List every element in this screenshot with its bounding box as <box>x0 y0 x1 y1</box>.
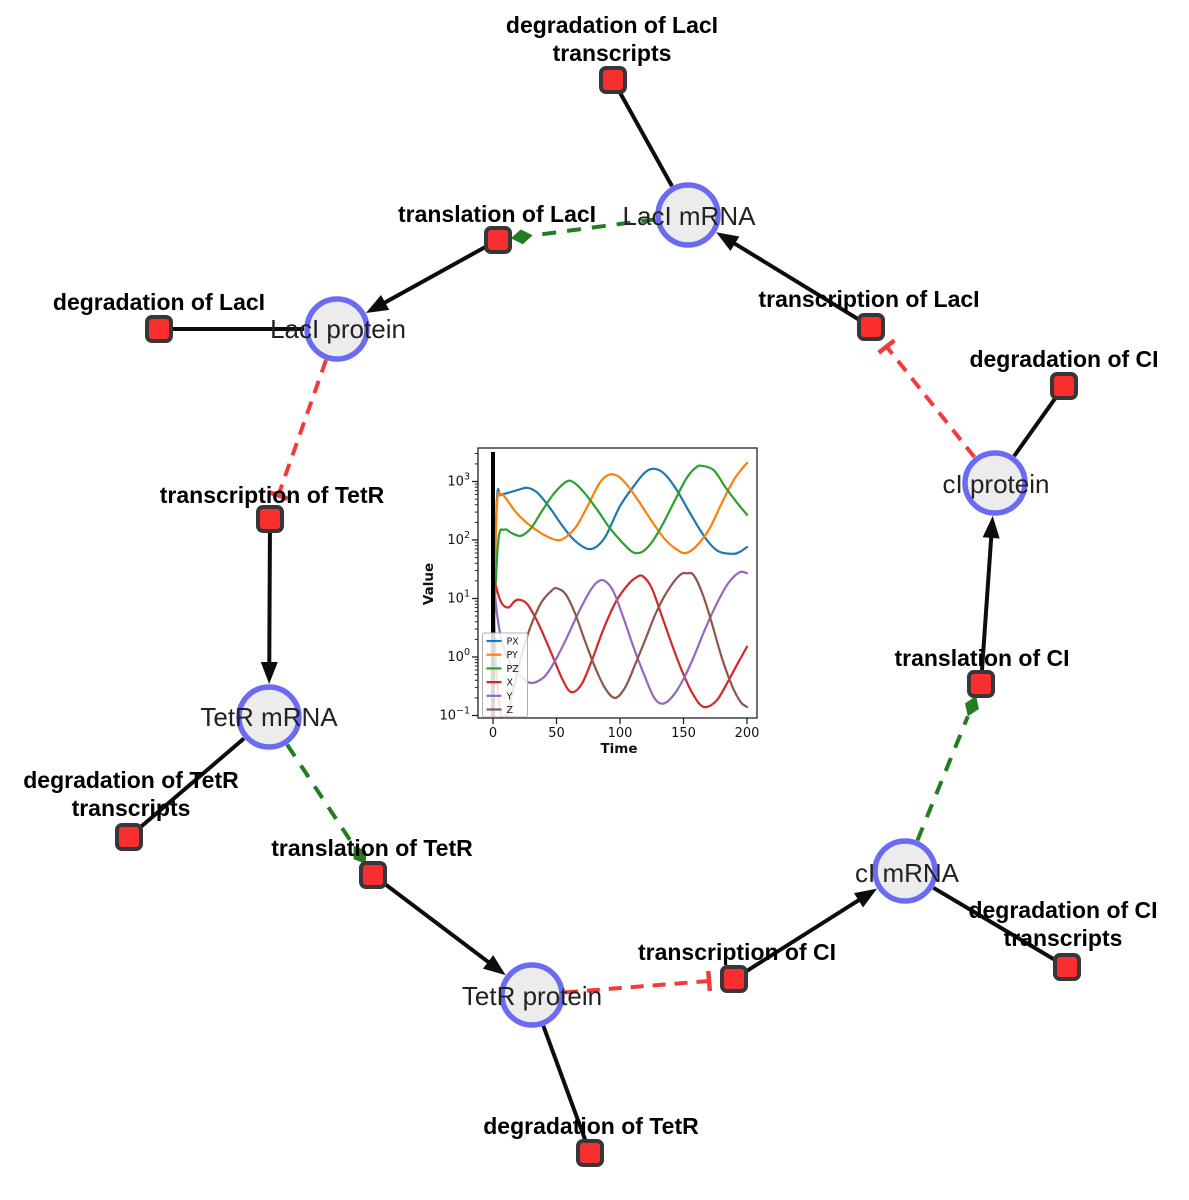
reaction-label-deg_laci: degradation of LacI <box>53 289 265 315</box>
species-label-ci_protein: cI protein <box>943 469 1050 499</box>
edge-product-txn_laci-laci_mrna <box>727 237 861 322</box>
series-line-PX <box>491 467 749 648</box>
edge-modifier-laci_mrna-transl_laci <box>532 217 656 238</box>
reaction-label-transl_laci: translation of LacI <box>398 201 596 227</box>
legend-label-Z: Z <box>507 705 514 716</box>
species-node-laci_protein[interactable] <box>304 296 370 362</box>
edge-product-transl_tetr-tetr_protein-arrowhead <box>482 955 506 976</box>
chart-legend: PX PY PZ XYZ <box>482 632 528 718</box>
reaction-label-transl_tetr: translation of TetR <box>271 835 473 861</box>
y-tick-label: 101 <box>447 589 470 607</box>
series-line-PZ <box>491 464 749 648</box>
species-node-tetr_protein[interactable] <box>499 962 565 1028</box>
edges-layer <box>138 91 1058 1141</box>
reaction-label-deg_tetr: degradation of TetR <box>483 1113 699 1139</box>
edge-product-txn_ci-ci_mrna <box>744 894 867 974</box>
reaction-node-deg_ci[interactable] <box>1050 372 1078 400</box>
nodes-layer <box>115 66 1081 1167</box>
reaction-node-txn_tetr[interactable] <box>256 505 284 533</box>
reaction-label-txn_tetr: transcription of TetR <box>160 482 385 508</box>
reaction-node-transl_ci[interactable] <box>967 670 995 698</box>
edge-inhibition-laci_protein-txn_tetr <box>276 359 328 497</box>
edge-inhibition-tetr_protein-txn_ci <box>564 978 710 995</box>
edge-inhibition-ci_protein-txn_laci-tee <box>877 338 896 355</box>
reaction-node-transl_laci[interactable] <box>484 226 512 254</box>
edge-product-transl_ci-ci_protein <box>979 529 994 671</box>
species-node-ci_protein[interactable] <box>962 450 1028 516</box>
reaction-label-transl_ci: translation of CI <box>894 645 1069 671</box>
edge-product-transl_ci-ci_protein-arrowhead <box>982 515 1000 539</box>
reaction-node-deg_laci[interactable] <box>145 315 173 343</box>
reaction-node-txn_ci[interactable] <box>720 965 748 993</box>
reaction-node-txn_laci[interactable] <box>857 313 885 341</box>
edge-product-txn_laci-laci_mrna-arrowhead <box>716 232 740 251</box>
x-tick-label: 0 <box>489 726 497 741</box>
species-node-laci_mrna[interactable] <box>655 182 721 248</box>
y-tick-label: 102 <box>447 530 470 548</box>
edge-product-txn_ci-ci_mrna-arrowhead <box>853 888 878 908</box>
species-label-laci_mrna: LacI mRNA <box>623 201 757 231</box>
edge-modifier-tetr_mrna-transl_tetr-diamond <box>353 845 367 865</box>
edge-modifier-ci_mrna-transl_ci-diamond <box>965 696 979 717</box>
y-tick-label: 10−1 <box>439 706 470 724</box>
edge-modifier-laci_mrna-transl_laci-diamond <box>510 229 533 245</box>
labels-layer: degradation of LacI transcripts translatio… <box>23 12 1158 1139</box>
legend-label-PZ: PZ <box>507 664 520 675</box>
y-axis-label: Value <box>421 563 437 605</box>
reaction-node-deg_tetr[interactable] <box>576 1139 604 1167</box>
edge-product-txn_tetr-tetr_mrna <box>267 532 272 671</box>
edge-reactant-tetr_mrna-deg_tetr_tx <box>138 736 246 830</box>
edge-reactant-ci_mrna-deg_ci_tx <box>932 886 1056 962</box>
reaction-label-deg_ci_tx: degradation of CI transcripts <box>968 897 1157 951</box>
species-label-tetr_mrna: TetR mRNA <box>200 702 338 732</box>
edge-reactant-ci_protein-deg_ci <box>1012 396 1058 458</box>
legend-box <box>482 632 528 718</box>
reaction-node-deg_tetr_tx[interactable] <box>115 823 143 851</box>
reaction-node-transl_tetr[interactable] <box>359 861 387 889</box>
edge-product-txn_tetr-tetr_mrna-arrowhead <box>260 661 278 685</box>
legend-label-Y: Y <box>506 691 513 702</box>
series-line-X <box>491 574 749 709</box>
reaction-label-deg_laci_tx: degradation of LacI transcripts <box>506 12 718 66</box>
edge-inhibition-tetr_protein-txn_ci-tee <box>706 970 713 992</box>
edge-reactant-laci_mrna-deg_laci_tx <box>618 91 674 188</box>
edge-modifier-tetr_mrna-transl_tetr <box>285 743 356 847</box>
species-node-ci_mrna[interactable] <box>872 838 938 904</box>
reaction-label-txn_laci: transcription of LacI <box>758 286 979 312</box>
edge-product-transl_tetr-tetr_protein <box>382 881 496 969</box>
edge-product-transl_laci-laci_protein <box>377 245 487 309</box>
x-tick-label: 200 <box>735 726 760 741</box>
species-label-laci_protein: LacI protein <box>270 314 406 344</box>
series-line-PY <box>491 461 749 648</box>
legend-label-X: X <box>507 678 514 689</box>
edge-modifier-ci_mrna-transl_ci <box>915 715 970 842</box>
x-tick-label: 50 <box>548 726 565 741</box>
edge-reactant-tetr_protein-deg_tetr <box>541 1025 588 1141</box>
edge-inhibition-ci_protein-txn_laci <box>884 345 977 459</box>
reaction-label-txn_ci: transcription of CI <box>638 939 836 965</box>
edge-inhibition-laci_protein-txn_tetr-tee <box>268 489 289 501</box>
reaction-label-deg_tetr_tx: degradation of TetR transcripts <box>23 767 239 821</box>
reaction-label-deg_ci: degradation of CI <box>969 346 1158 372</box>
edge-product-transl_laci-laci_protein-arrowhead <box>365 294 390 314</box>
legend-label-PY: PY <box>507 650 519 661</box>
species-label-tetr_protein: TetR protein <box>462 981 602 1011</box>
reaction-node-deg_ci_tx[interactable] <box>1053 953 1081 981</box>
x-axis-label: Time <box>600 741 637 757</box>
y-tick-label: 103 <box>447 472 470 490</box>
y-tick-label: 100 <box>447 647 470 665</box>
x-tick-label: 100 <box>608 726 633 741</box>
reaction-node-deg_laci_tx[interactable] <box>599 66 627 94</box>
species-label-ci_mrna: cI mRNA <box>855 858 960 888</box>
x-tick-label: 150 <box>671 726 696 741</box>
legend-label-PX: PX <box>507 637 520 648</box>
species-node-tetr_mrna[interactable] <box>236 684 302 750</box>
